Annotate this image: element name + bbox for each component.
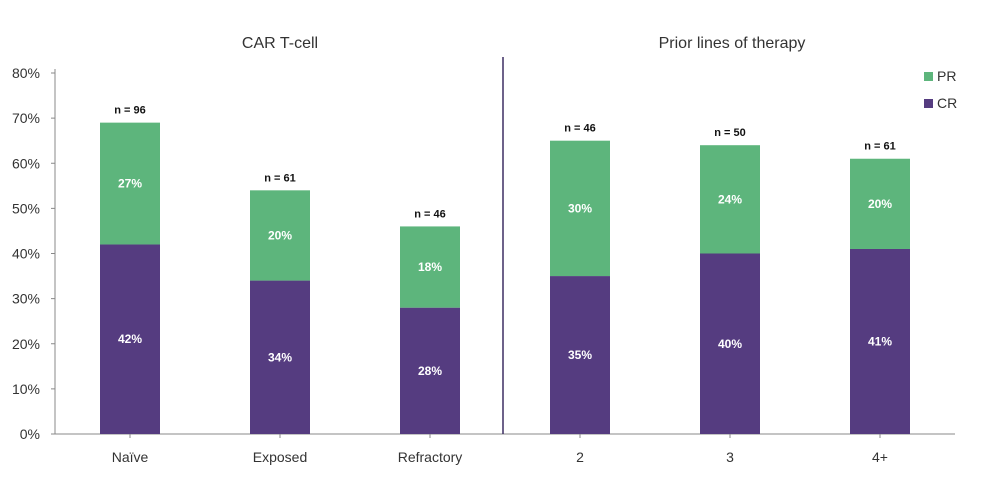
legend-label: CR xyxy=(937,95,957,111)
bar-value-label: 20% xyxy=(268,228,292,242)
x-tick-label: Exposed xyxy=(253,449,307,465)
y-tick-label: 0% xyxy=(20,426,40,442)
y-tick-label: 70% xyxy=(12,110,40,126)
bar-pr xyxy=(250,190,310,281)
bar-value-label: 24% xyxy=(718,192,742,206)
bar-value-label: 20% xyxy=(868,197,892,211)
legend-swatch-cr xyxy=(924,99,933,108)
bar-cr xyxy=(250,280,310,434)
x-tick-label: 3 xyxy=(726,449,734,465)
bar-value-label: 27% xyxy=(118,177,142,191)
bar-value-label: 35% xyxy=(568,348,592,362)
bar-value-label: 28% xyxy=(418,364,442,378)
legend-swatch-pr xyxy=(924,72,933,81)
section-title: CAR T-cell xyxy=(242,35,318,52)
bar-value-label: 34% xyxy=(268,350,292,364)
bar-value-label: 41% xyxy=(868,334,892,348)
y-tick-label: 10% xyxy=(12,381,40,397)
y-tick-label: 80% xyxy=(12,65,40,81)
bar-pr xyxy=(550,140,610,277)
bar-cr xyxy=(550,276,610,434)
n-label: n = 46 xyxy=(564,123,596,135)
y-tick-label: 40% xyxy=(12,246,40,262)
bar-pr xyxy=(850,158,910,249)
bar-cr xyxy=(850,248,910,434)
bar-value-label: 30% xyxy=(568,201,592,215)
labels: 42% 27% n = 96 34% 20% n = 61 28% 18% n = 46 35% 3… xyxy=(114,105,896,378)
legend-label: PR xyxy=(937,68,956,84)
x-tick-label: 2 xyxy=(576,449,584,465)
axes: 0% 10% 20% 30% 40% 50% 60% 70% 80% CAR T-cell Prio… xyxy=(12,35,955,465)
n-label: n = 61 xyxy=(264,172,296,184)
n-label: n = 61 xyxy=(864,141,896,153)
bar-pr xyxy=(700,145,760,254)
y-tick-label: 60% xyxy=(12,155,40,171)
bar-value-label: 18% xyxy=(418,260,442,274)
y-tick-label: 20% xyxy=(12,336,40,352)
y-tick-label: 50% xyxy=(12,200,40,216)
bar-cr xyxy=(700,253,760,434)
x-tick-label: Naïve xyxy=(112,449,149,465)
bar-pr xyxy=(400,226,460,308)
n-label: n = 46 xyxy=(414,208,446,220)
legend: PR CR xyxy=(924,68,957,111)
x-tick-label: Refractory xyxy=(398,449,463,465)
bar-value-label: 40% xyxy=(718,337,742,351)
x-tick-label: 4+ xyxy=(872,449,888,465)
bar-value-label: 42% xyxy=(118,332,142,346)
n-label: n = 50 xyxy=(714,127,746,139)
y-tick-label: 30% xyxy=(12,291,40,307)
n-label: n = 96 xyxy=(114,105,146,117)
section-title: Prior lines of therapy xyxy=(659,35,806,52)
bar-cr xyxy=(400,307,460,434)
bar-cr xyxy=(100,244,160,434)
bars xyxy=(100,122,910,434)
bar-pr xyxy=(100,122,160,245)
